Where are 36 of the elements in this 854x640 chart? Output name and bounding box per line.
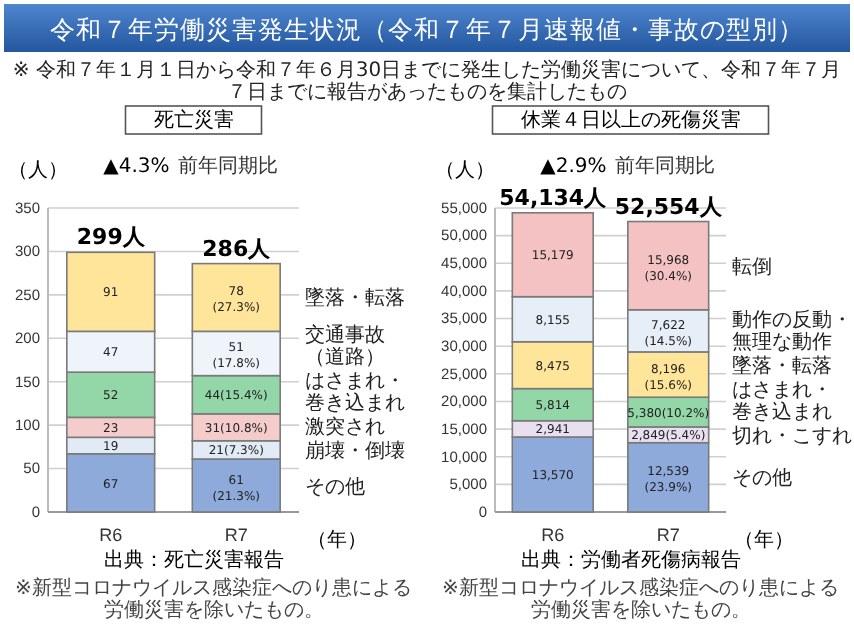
source-note: 出典：死亡災害報告	[103, 548, 284, 572]
text: ▲2.9%	[540, 156, 607, 178]
x-axis-title: （年）	[734, 528, 794, 552]
series-label: 切れ・こすれ	[732, 423, 852, 448]
text: ※ 令和７年１月１日から令和７年６月30日までに発生した労働災害について、令和７年７月７日までに報告があったものを集計したもの	[12, 58, 842, 104]
series-label: その他	[732, 466, 792, 491]
chart-title: 死亡災害	[153, 108, 234, 132]
text: ▲4.3%	[103, 156, 170, 178]
series-label: はさまれ・巻き込まれ	[732, 379, 832, 424]
source-note: 出典：労働者死傷病報告	[520, 548, 741, 572]
total-label: 54,134人	[499, 184, 609, 211]
series-label: 激突され	[305, 414, 385, 439]
x-tick-label: R6	[99, 524, 123, 545]
text: ※新型コロナウイルス感染症へのり患による労働災害を除いたもの。	[442, 576, 839, 622]
series-label: その他	[305, 474, 365, 499]
series-label: はさまれ・巻き込まれ	[305, 370, 405, 415]
y-axis-title: （人）	[435, 160, 495, 182]
text: 令和７年労働災害発生状況（令和７年７月速報値・事故の型別）	[50, 14, 804, 44]
series-label: 墜落・転落	[305, 286, 405, 311]
text: ※新型コロナウイルス感染症へのり患による労働災害を除いたもの。	[15, 576, 412, 622]
x-tick-label: R6	[541, 524, 565, 545]
series-label: 転倒	[732, 256, 772, 279]
series-label: 交通事故（道路）	[305, 322, 385, 369]
x-tick-label: R7	[224, 524, 248, 545]
series-label: 崩壊・倒壊	[305, 438, 405, 463]
y-axis-title: （人）	[8, 160, 68, 182]
x-axis-title: （年）	[307, 528, 367, 552]
series-label: 墜落・転落	[732, 353, 832, 378]
total-label: 299人	[76, 224, 147, 251]
text: 前年同期比	[177, 154, 278, 178]
total-label: 286人	[202, 235, 273, 262]
chart-title: 休業４日以上の死傷災害	[520, 108, 741, 132]
series-label: 動作の反動・無理な動作	[732, 307, 852, 354]
text: 前年同期比	[614, 154, 715, 178]
total-label: 52,554人	[614, 193, 724, 220]
x-tick-label: R7	[656, 524, 680, 545]
